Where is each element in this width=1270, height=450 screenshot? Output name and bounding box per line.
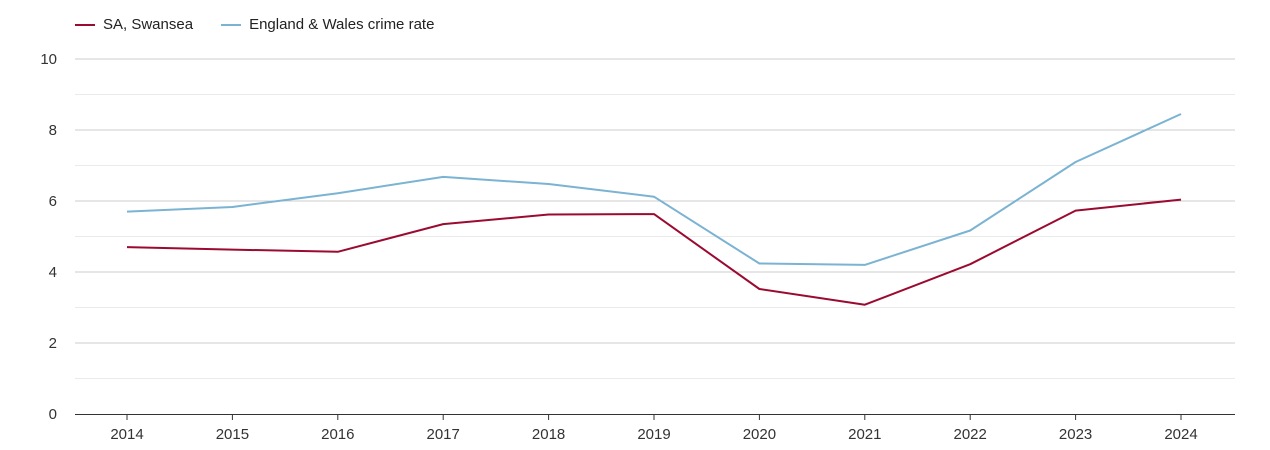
legend-label-swansea: SA, Swansea [103,16,194,33]
series-line-swansea [126,198,1182,306]
y-tick-label: 8 [49,122,57,139]
legend: SA, Swansea England & Wales crime rate [75,16,462,33]
x-tick-label: 2020 [743,426,776,443]
x-tick-label: 2017 [427,426,460,443]
legend-swatch-swansea [75,23,95,26]
legend-item-england-wales[interactable]: England & Wales crime rate [221,16,434,33]
england-wales-point [969,229,971,231]
england-wales-point [653,196,655,198]
x-tick-label: 2022 [954,426,987,443]
swansea-point [442,223,444,225]
x-tick-label: 2015 [216,426,249,443]
series-lines [126,113,1182,306]
y-tick-label: 10 [40,51,57,68]
x-tick-label: 2014 [110,426,143,443]
england-wales-point [442,176,444,178]
swansea-point [653,213,655,215]
series-line-england-wales [126,113,1182,266]
swansea-point [231,248,233,250]
y-tick-label: 2 [49,335,57,352]
x-tick-label: 2018 [532,426,565,443]
swansea-point [864,303,866,305]
england-wales-point [337,192,339,194]
x-axis: 2014 2015 2016 2017 2018 2019 2020 2021 2022 2023… [75,414,1235,443]
y-tick-label: 0 [49,406,57,423]
england-wales-point [547,183,549,185]
x-tick-label: 2023 [1059,426,1092,443]
y-tick-label: 6 [49,193,57,210]
y-axis: 0 2 4 6 8 10 [40,51,57,423]
legend-label-england-wales: England & Wales crime rate [249,16,435,33]
swansea-point [1074,209,1076,211]
england-wales-point [1074,161,1076,163]
legend-swatch-england-wales [221,23,242,26]
swansea-point [337,251,339,253]
x-tick-label: 2019 [637,426,670,443]
x-tick-label: 2024 [1164,426,1197,443]
y-tick-label: 4 [49,264,57,281]
england-wales-point [126,210,128,212]
england-wales-point [758,262,760,264]
swansea-point [126,246,128,248]
swansea-point [758,288,760,290]
swansea-point [969,263,971,265]
legend-item-swansea[interactable]: SA, Swansea [75,16,193,33]
x-tick-label: 2021 [848,426,881,443]
england-wales-point [231,206,233,208]
grid-lines [75,58,1235,379]
x-tick-label: 2016 [321,426,354,443]
england-wales-point [864,264,866,266]
swansea-point [547,213,549,215]
swansea-point [1180,198,1182,200]
england-wales-point [1180,113,1182,115]
